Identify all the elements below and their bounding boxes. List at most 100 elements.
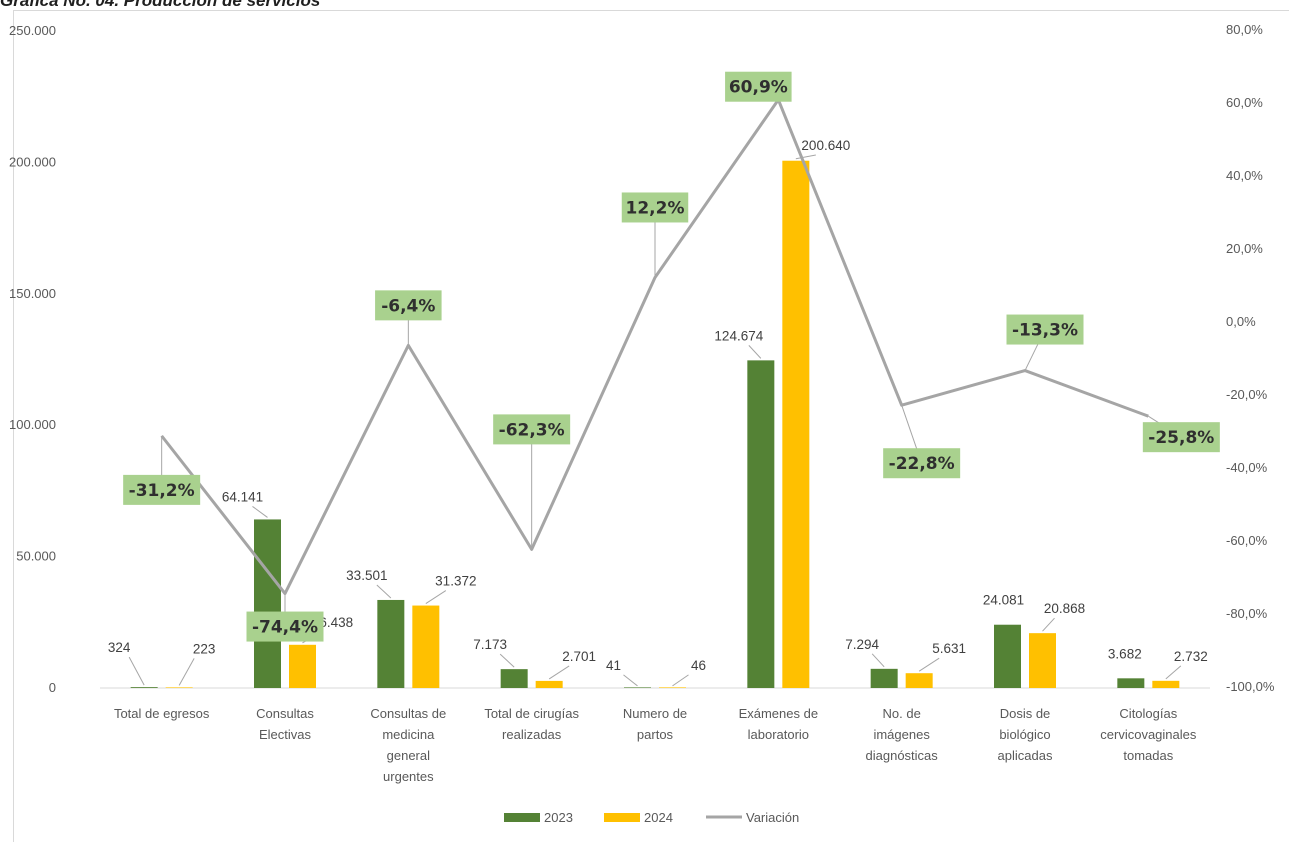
variation-label: -31,2% <box>129 481 195 501</box>
data-label-2024: 46 <box>691 658 706 673</box>
y2-tick-label: 60,0% <box>1226 95 1263 110</box>
variation-line-path <box>160 98 1149 596</box>
data-label-2023: 324 <box>108 640 131 655</box>
variation-label: -74,4% <box>252 618 318 638</box>
y-tick-label: 150.000 <box>9 286 56 301</box>
leader-line <box>871 653 885 668</box>
data-label-2024: 5.631 <box>932 641 966 656</box>
chart-frame <box>13 10 1289 842</box>
data-label-2024: 2.701 <box>562 649 596 664</box>
leader-line <box>672 674 689 687</box>
data-label-2023: 124.674 <box>714 328 763 343</box>
legend-label: 2023 <box>544 810 573 825</box>
y2-tick-label: -80,0% <box>1226 606 1268 621</box>
x-tick-label: Consultas Electivas <box>256 706 314 742</box>
bar-2024 <box>1152 680 1180 688</box>
variation-label-box <box>1006 314 1084 345</box>
leader-line <box>178 658 195 686</box>
leader-line <box>623 674 638 687</box>
variation-label-box <box>246 611 324 642</box>
variation-label: 12,2% <box>626 198 685 218</box>
legend-label: Variación <box>746 810 799 825</box>
bar-2024 <box>1029 633 1056 688</box>
data-label-2024: 2.732 <box>1174 649 1208 664</box>
leader-line <box>548 665 570 680</box>
bar-2023 <box>1117 678 1145 688</box>
variation-label: -22,8% <box>889 454 955 474</box>
bar-2023 <box>747 360 775 688</box>
y-tick-label: 50.000 <box>16 549 56 564</box>
bar-2023 <box>130 687 158 688</box>
leader-line <box>1165 665 1182 680</box>
bar-2024 <box>289 644 316 688</box>
leader-line <box>918 657 940 672</box>
bar-2023 <box>254 519 281 688</box>
variation-label: -6,4% <box>381 296 435 316</box>
data-label-2023: 7.173 <box>473 637 507 652</box>
variation-label-box <box>493 414 571 445</box>
y2-tick-label: 0,0% <box>1226 314 1256 329</box>
data-label-2023: 3.682 <box>1108 646 1142 661</box>
leader-line <box>128 656 145 686</box>
data-label-2024: 200.640 <box>801 138 850 153</box>
bar-2024 <box>659 687 686 688</box>
bars <box>130 160 1180 688</box>
data-label-2023: 7.294 <box>845 637 879 652</box>
variation-label: -62,3% <box>499 420 565 440</box>
bar-2024 <box>905 673 933 688</box>
y2-tick-label: -100,0% <box>1226 679 1275 694</box>
x-tick-label: Exámenes de laboratorio <box>739 706 819 742</box>
data-label-2023: 41 <box>606 658 621 673</box>
bar-2024 <box>535 680 563 688</box>
leader-line <box>425 590 447 604</box>
variation-label: -13,3% <box>1012 321 1078 341</box>
legend-swatch-2024 <box>604 813 640 822</box>
y2-tick-label: 80,0% <box>1226 22 1263 37</box>
y-tick-label: 200.000 <box>9 154 56 169</box>
x-tick-label: Consultas de medicina general urgentes <box>370 706 446 784</box>
data-label-2024: 223 <box>193 641 216 656</box>
variation-label-box <box>123 474 201 505</box>
variation-label-box <box>883 448 961 479</box>
variation-label-box <box>725 71 792 102</box>
leader-line <box>748 345 762 359</box>
variation-label: 60,9% <box>729 78 788 98</box>
y2-tick-label: -40,0% <box>1226 460 1268 475</box>
data-label-2023: 64.141 <box>222 489 263 504</box>
y2-tick-label: -60,0% <box>1226 533 1268 548</box>
y-tick-label: 0 <box>49 680 56 695</box>
legend-swatch-2023 <box>504 813 540 822</box>
y2-tick-label: 40,0% <box>1226 168 1263 183</box>
bar-2024 <box>782 160 810 688</box>
data-label-2023: 24.081 <box>983 593 1024 608</box>
bar-2024 <box>412 605 440 688</box>
x-tick-label: Total de egresos <box>114 706 210 721</box>
x-tick-label: Citologías cervicovaginales tomadas <box>1100 706 1197 763</box>
y-tick-label: 250.000 <box>9 23 56 38</box>
variation-label-box <box>375 290 442 321</box>
variation-label: -25,8% <box>1148 428 1214 448</box>
leader-line <box>499 653 515 668</box>
y-tick-label: 100.000 <box>9 417 56 432</box>
x-tick-label: No. de imágenes diagnósticas <box>866 706 939 763</box>
x-tick-label: Total de cirugías realizadas <box>484 706 579 742</box>
y2-tick-label: -20,0% <box>1226 387 1268 402</box>
bar-2023 <box>994 624 1021 688</box>
variation-line <box>160 98 1149 596</box>
leader-line <box>795 154 816 160</box>
leader-line <box>376 584 392 599</box>
data-label-2024: 31.372 <box>435 574 476 589</box>
variation-label-box <box>1142 422 1220 453</box>
variation-label-box <box>621 192 689 223</box>
leader-line <box>1042 617 1055 632</box>
data-label-2023: 33.501 <box>346 568 387 583</box>
bar-2023 <box>500 669 528 688</box>
leader-line <box>252 506 268 518</box>
axes: 0 50.000 100.000 150.000 200.000 250.000 -100,… <box>9 22 1275 784</box>
bar-2023 <box>377 599 405 688</box>
bar-2024 <box>165 687 193 688</box>
chart-title: Gráfica No. 04. Producción de servicios <box>0 0 321 10</box>
bar-2023 <box>624 687 651 688</box>
